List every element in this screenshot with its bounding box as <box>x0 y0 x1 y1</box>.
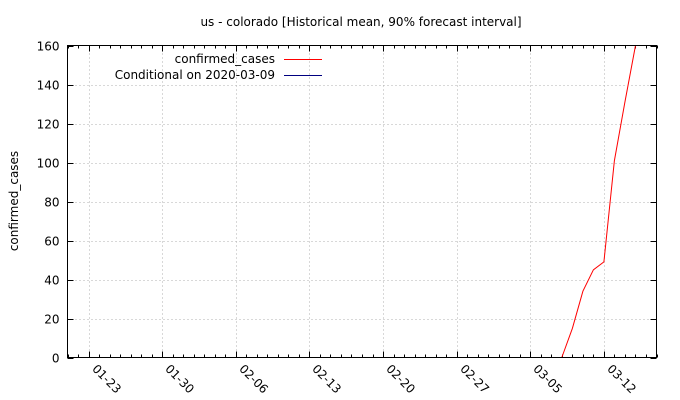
legend-label: Conditional on 2020-03-09 <box>115 68 275 82</box>
series-line-confirmed-cases <box>561 45 636 358</box>
plot-frame <box>67 45 657 358</box>
series-layer <box>561 45 636 358</box>
x-tick-label: 03-05 <box>530 362 565 397</box>
legend: confirmed_cases Conditional on 2020-03-09 <box>115 52 322 82</box>
x-tick-label: 03-12 <box>604 362 639 397</box>
grid <box>67 45 657 358</box>
x-tick-label: 02-06 <box>236 362 271 397</box>
x-tick-label: 01-23 <box>89 362 124 397</box>
x-tick-label: 02-13 <box>309 362 344 397</box>
y-axis-label: confirmed_cases <box>7 151 21 251</box>
y-tick-label: 140 <box>37 79 60 93</box>
y-tick-label: 0 <box>52 352 60 366</box>
legend-label: confirmed_cases <box>175 52 275 66</box>
y-tick-label: 60 <box>44 235 59 249</box>
x-tick-label: 02-20 <box>383 362 418 397</box>
x-tick-label: 01-30 <box>162 362 197 397</box>
x-tick-label: 02-27 <box>457 362 492 397</box>
y-tick-label: 160 <box>37 40 60 54</box>
y-tick-label: 120 <box>37 118 60 132</box>
chart-title: us - colorado [Historical mean, 90% fore… <box>200 15 521 29</box>
y-tick-label: 40 <box>44 274 59 288</box>
y-tick-label: 20 <box>44 313 59 327</box>
y-tick-label: 80 <box>44 196 59 210</box>
y-tick-label: 100 <box>37 157 60 171</box>
axes: 0 20 40 60 80 100 120 140 160 01-23 01-30 02-06 02-1… <box>37 40 658 397</box>
